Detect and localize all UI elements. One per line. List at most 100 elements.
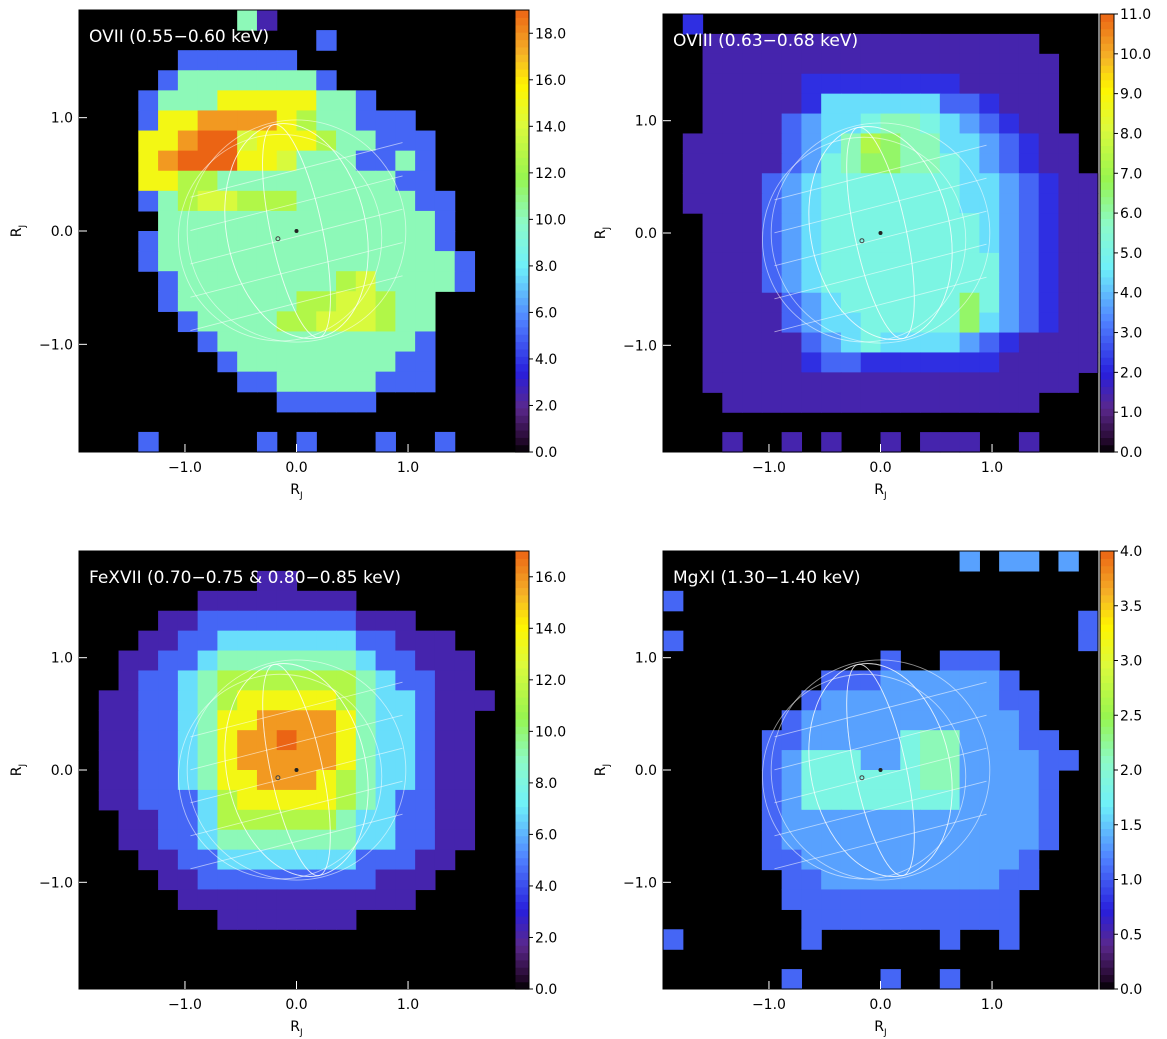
colorbar-swatch: [515, 98, 529, 107]
heatmap-cell: [979, 53, 1000, 75]
heatmap-cell: [256, 70, 278, 91]
heatmap-cell: [158, 150, 179, 172]
colorbar-swatch: [515, 208, 529, 217]
heatmap-cell: [237, 849, 258, 871]
colorbar-swatch: [515, 312, 529, 320]
heatmap-cell: [860, 730, 882, 751]
heatmap-cell: [761, 133, 783, 154]
heatmap-cell: [118, 809, 139, 831]
heatmap-cell: [999, 869, 1020, 891]
heatmap-cell: [722, 392, 743, 413]
heatmap-cell: [959, 730, 980, 751]
heatmap-cell: [781, 730, 803, 751]
heatmap-cell: [999, 809, 1020, 831]
heatmap-cell: [860, 213, 882, 234]
heatmap-cell: [722, 33, 743, 55]
x-tick-label: −1.0: [168, 460, 202, 476]
heatmap-cell: [880, 272, 901, 294]
heatmap-cell: [296, 889, 317, 910]
heatmap-cell: [237, 331, 258, 353]
heatmap-cell: [355, 150, 377, 172]
heatmap-cell: [256, 271, 278, 292]
heatmap-cell: [454, 770, 476, 791]
x-tick-label: 1.0: [397, 460, 419, 476]
colorbar-swatch: [515, 828, 529, 837]
heatmap-cell: [177, 150, 199, 172]
heatmap-cell: [939, 770, 961, 791]
colorbar-swatch: [1100, 952, 1114, 961]
colorbar-tick-label: 8.0: [535, 776, 557, 792]
heatmap-cell: [860, 750, 882, 771]
heatmap-cell: [781, 73, 803, 95]
heatmap-cell: [296, 730, 317, 751]
heatmap-cell: [336, 251, 357, 272]
heatmap-cell: [355, 690, 377, 711]
heatmap-cell: [197, 590, 219, 612]
colorbar-swatch: [515, 653, 529, 662]
heatmap-cell: [999, 93, 1020, 115]
heatmap-cell: [375, 770, 396, 791]
heatmap-cell: [118, 829, 139, 851]
colorbar-swatch: [515, 930, 529, 939]
heatmap-cell: [276, 371, 298, 393]
heatmap-cell: [722, 252, 743, 274]
heatmap-cell: [702, 233, 723, 254]
colorbar-tick-label: 6.0: [535, 305, 557, 321]
heatmap-cell: [1038, 829, 1060, 851]
colorbar-swatch: [1100, 697, 1114, 705]
colorbar-swatch: [515, 275, 529, 284]
heatmap-cell: [959, 93, 980, 115]
colorbar-swatch: [515, 718, 529, 727]
heatmap-cell: [415, 710, 436, 731]
colorbar-swatch: [1100, 930, 1114, 939]
colorbar-swatch: [1100, 108, 1114, 117]
center-marker: [294, 768, 299, 772]
heatmap-cell: [197, 50, 219, 71]
heatmap-cell: [979, 193, 1000, 214]
heatmap-cell: [138, 730, 159, 751]
heatmap-cell: [217, 650, 238, 672]
heatmap-cell: [900, 869, 921, 891]
colorbar-swatch: [1100, 444, 1114, 453]
center-marker: [878, 768, 883, 772]
heatmap-cell: [158, 210, 179, 232]
colorbar-swatch: [1100, 864, 1114, 873]
colorbar-tick-label: 16.0: [535, 73, 566, 89]
heatmap-cell: [454, 670, 476, 691]
heatmap-cell: [1018, 829, 1040, 851]
heatmap-cell: [742, 213, 763, 234]
heatmap-cell: [979, 909, 1000, 930]
heatmap-cell: [900, 909, 921, 930]
heatmap-cell: [999, 670, 1020, 691]
heatmap-cell: [276, 130, 298, 152]
heatmap-cell: [138, 130, 159, 152]
heatmap-cell: [781, 789, 803, 811]
heatmap-cell: [1038, 73, 1060, 95]
heatmap-cell: [415, 690, 436, 711]
heatmap-cell: [840, 233, 862, 254]
heatmap-cell: [880, 770, 901, 791]
heatmap-cell: [821, 750, 842, 771]
heatmap-cell: [1038, 272, 1060, 294]
heatmap-cell: [217, 351, 238, 373]
colorbar-swatch: [515, 733, 529, 742]
heatmap-cell: [237, 610, 258, 632]
heatmap-cell: [742, 153, 763, 174]
heatmap-cell: [939, 292, 961, 314]
heatmap-cell: [256, 50, 278, 71]
heatmap-cell: [395, 809, 416, 831]
heatmap-cell: [781, 233, 803, 254]
heatmap-cell: [197, 789, 219, 811]
heatmap-cell: [336, 889, 357, 910]
heatmap-cell: [1058, 372, 1079, 393]
heatmap-cell: [920, 432, 941, 453]
colorbar-swatch: [1100, 638, 1114, 647]
heatmap-cell: [900, 670, 921, 691]
heatmap-cell: [256, 351, 278, 373]
colorbar-swatch: [1100, 894, 1114, 902]
heatmap-cell: [840, 909, 862, 930]
colorbar-swatch: [1100, 50, 1114, 59]
heatmap-cell: [920, 193, 941, 214]
center-marker: [878, 231, 883, 235]
heatmap-cell: [276, 789, 298, 811]
